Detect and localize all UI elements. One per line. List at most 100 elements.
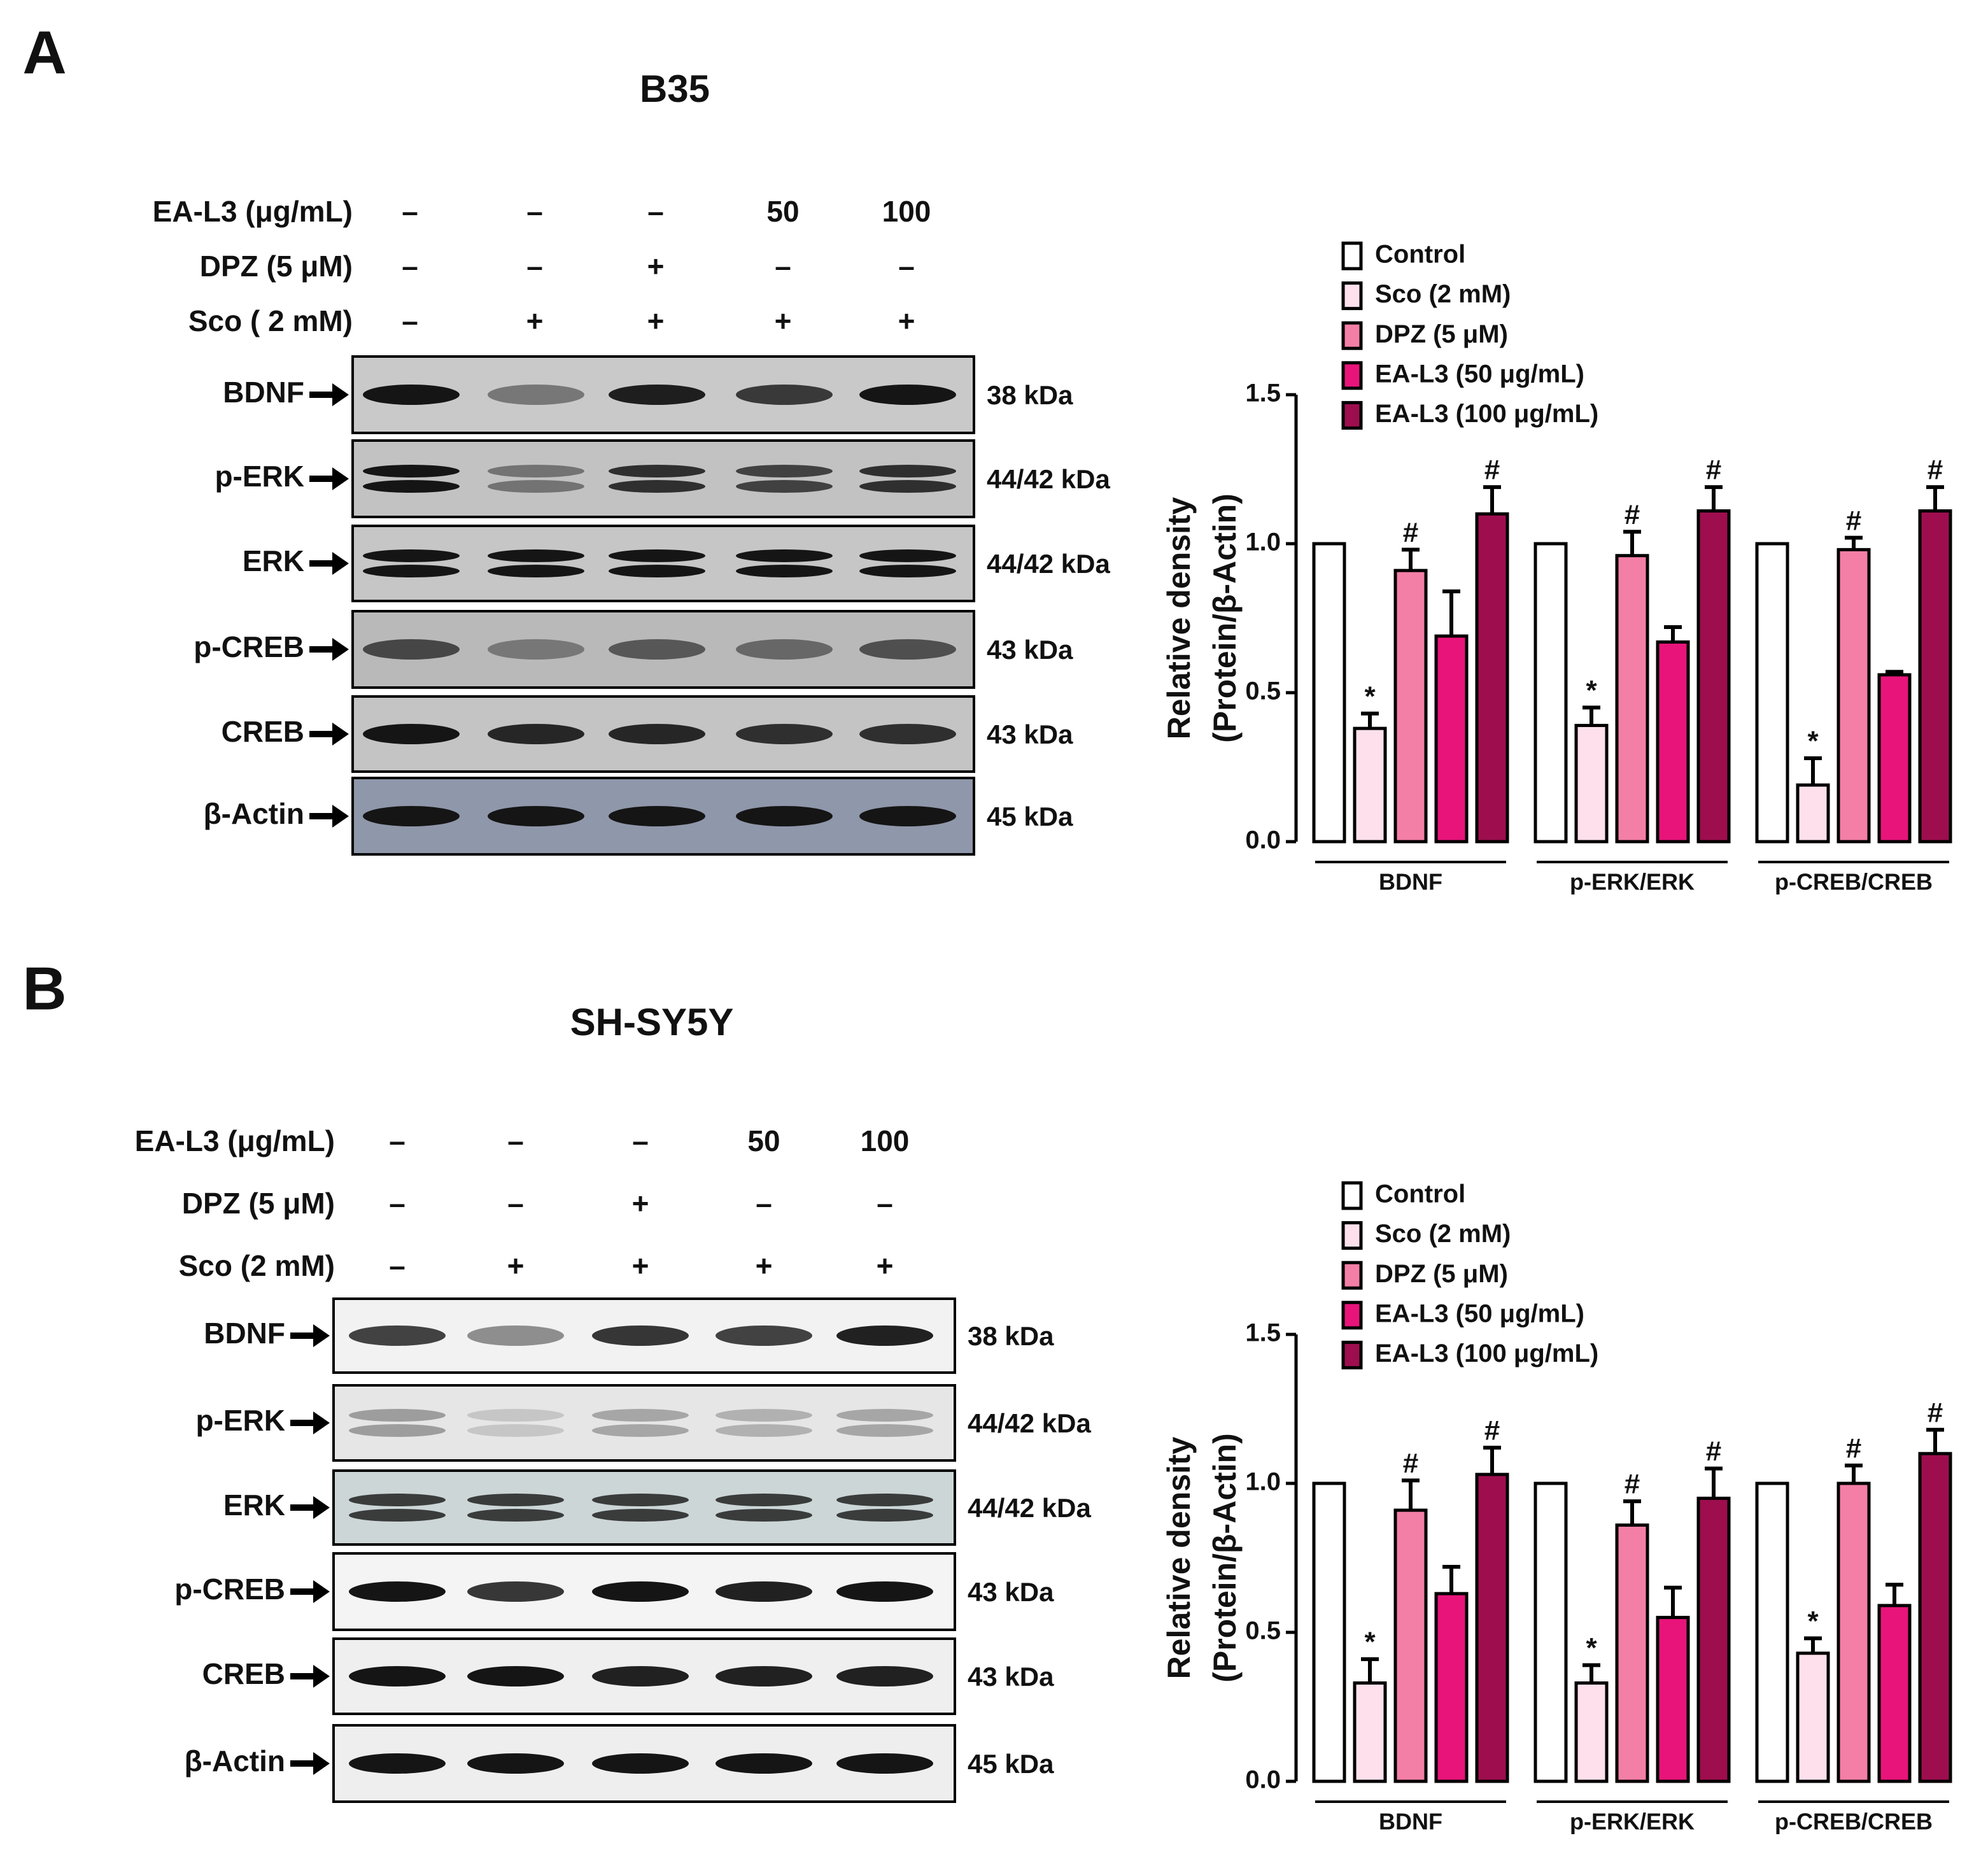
blot-arrow-head xyxy=(332,723,349,746)
blot-band xyxy=(467,1666,564,1686)
blot-size: 44/42 kDa xyxy=(987,464,1110,494)
blot-band xyxy=(592,1509,689,1522)
blot-size: 38 kDa xyxy=(968,1321,1054,1351)
treatment-value: – xyxy=(526,250,543,283)
treatment-value: – xyxy=(389,1187,405,1220)
blot-arrow-head xyxy=(332,552,349,575)
blot-band xyxy=(488,565,584,577)
blot-protein: β-Actin xyxy=(204,797,304,830)
y-tick-label: 0.5 xyxy=(1245,677,1281,705)
blot-protein: ERK xyxy=(243,544,304,577)
blot-band xyxy=(349,1666,446,1686)
blot-protein: BDNF xyxy=(204,1317,285,1350)
treatment-label: EA-L3 (μg/mL) xyxy=(153,195,353,228)
significance-mark: * xyxy=(1586,1632,1597,1664)
y-axis-label: Relative density xyxy=(1161,1436,1197,1679)
x-tick-label: BDNF xyxy=(1379,869,1442,895)
blot-band xyxy=(488,480,584,493)
bar xyxy=(1353,1681,1387,1783)
blot-protein: CREB xyxy=(202,1657,285,1690)
blot-protein: p-CREB xyxy=(194,630,304,663)
x-tick-label: BDNF xyxy=(1379,1809,1442,1835)
blot-band xyxy=(609,465,705,477)
treatment-label: EA-L3 (μg/mL) xyxy=(135,1124,335,1157)
blot-band xyxy=(349,1509,446,1522)
blot-band xyxy=(363,806,460,826)
legend-swatch xyxy=(1341,241,1363,271)
significance-mark: * xyxy=(1364,1627,1376,1658)
bar xyxy=(1533,542,1568,844)
significance-mark: * xyxy=(1364,681,1376,712)
blot-band xyxy=(716,1581,812,1602)
blot-arrow-head xyxy=(313,1665,330,1688)
blot-image xyxy=(332,1469,956,1546)
treatment-value: + xyxy=(898,304,915,337)
bar xyxy=(1475,1473,1509,1783)
treatment-value: – xyxy=(756,1187,772,1220)
legend-swatch xyxy=(1341,1301,1363,1330)
bar xyxy=(1836,1481,1871,1783)
treatment-value: + xyxy=(877,1249,894,1282)
treatment-value: 50 xyxy=(747,1124,780,1157)
blot-band xyxy=(363,465,460,477)
y-tick-label: 0.5 xyxy=(1245,1617,1281,1645)
blot-band xyxy=(363,639,460,660)
significance-mark: # xyxy=(1484,1415,1500,1446)
blot-size: 43 kDa xyxy=(968,1662,1054,1692)
blot-band xyxy=(836,1509,933,1522)
panel-letter: A xyxy=(22,18,66,87)
treatment-value: – xyxy=(507,1124,524,1157)
blot-arrow-head xyxy=(313,1411,330,1434)
bar xyxy=(1615,1523,1649,1783)
blot-band xyxy=(736,549,833,562)
blot-band xyxy=(488,465,584,477)
blot-band xyxy=(609,724,705,744)
significance-mark: * xyxy=(1807,1606,1819,1637)
significance-mark: # xyxy=(1403,1448,1418,1479)
blot-protein: β-Actin xyxy=(185,1744,285,1778)
blot-band xyxy=(609,549,705,562)
treatment-value: – xyxy=(402,195,418,228)
legend-swatch xyxy=(1341,1261,1363,1290)
bar xyxy=(1393,569,1428,844)
blot-band xyxy=(592,1424,689,1437)
bar xyxy=(1656,640,1690,844)
blot-band xyxy=(349,1494,446,1506)
significance-mark: # xyxy=(1846,1433,1861,1464)
bar xyxy=(1312,1481,1346,1783)
blot-band xyxy=(609,806,705,826)
significance-mark: # xyxy=(1928,455,1943,486)
blot-size: 44/42 kDa xyxy=(987,549,1110,579)
y-tick-label: 0.0 xyxy=(1245,826,1281,854)
treatment-value: – xyxy=(898,250,915,283)
significance-mark: * xyxy=(1807,726,1819,757)
treatment-value: 100 xyxy=(882,195,931,228)
blot-image xyxy=(332,1384,956,1462)
blot-title: B35 xyxy=(640,67,710,110)
legend-label: EA-L3 (100 μg/mL) xyxy=(1375,1340,1598,1368)
blot-band xyxy=(736,724,833,744)
blot-band xyxy=(349,1581,446,1602)
blot-band xyxy=(363,549,460,562)
blot-band xyxy=(467,1325,564,1346)
blot-band xyxy=(349,1424,446,1437)
blot-band xyxy=(349,1753,446,1774)
blot-band xyxy=(363,724,460,744)
blot-band xyxy=(716,1424,812,1437)
blot-band xyxy=(488,549,584,562)
x-tick-label: p-CREB/CREB xyxy=(1775,1809,1933,1835)
legend-label: Sco (2 mM) xyxy=(1375,280,1511,308)
blot-band xyxy=(592,1494,689,1506)
treatment-value: 100 xyxy=(861,1124,910,1157)
blot-band xyxy=(363,565,460,577)
blot-band xyxy=(716,1753,812,1774)
blot-protein: ERK xyxy=(223,1488,285,1522)
significance-mark: # xyxy=(1706,1436,1721,1467)
blot-protein: CREB xyxy=(222,715,304,748)
y-tick-label: 1.0 xyxy=(1245,1468,1281,1496)
blot-band xyxy=(609,480,705,493)
significance-mark: # xyxy=(1846,505,1861,536)
bar xyxy=(1434,634,1469,844)
bar xyxy=(1836,548,1871,844)
blot-band xyxy=(467,1409,564,1422)
